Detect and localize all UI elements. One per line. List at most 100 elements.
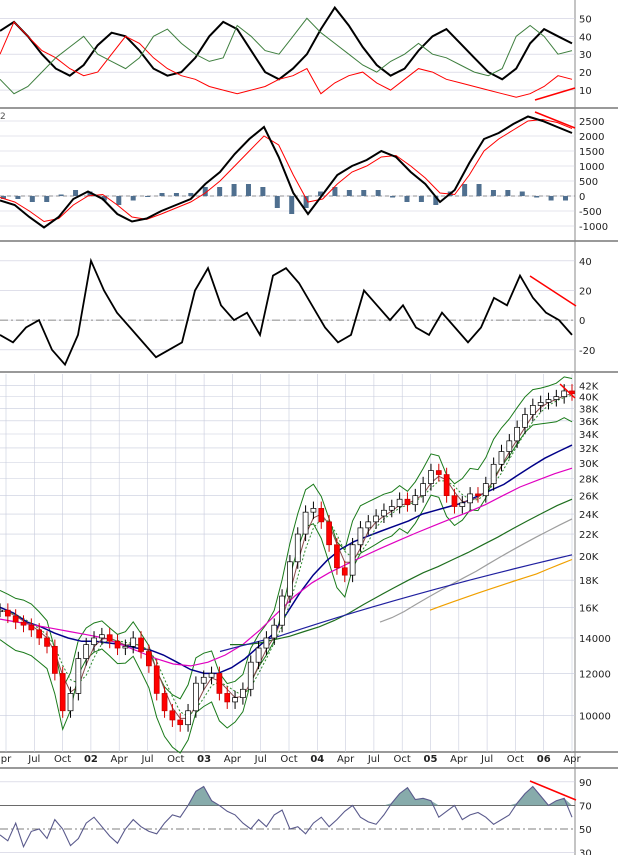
- candle-body: [224, 693, 231, 703]
- y-tick-label: 36K: [579, 417, 599, 428]
- x-tick-label: Apr: [111, 754, 129, 765]
- candle-body: [545, 399, 552, 403]
- candle-body: [271, 624, 278, 639]
- y-tick-label: 50: [579, 825, 592, 836]
- candle-body: [498, 451, 505, 465]
- y-tick-label: 12000: [579, 669, 611, 680]
- histogram-bar: [418, 196, 424, 202]
- y-tick-label: 90: [579, 778, 592, 789]
- candle-body: [67, 693, 74, 712]
- y-tick-label: 50: [579, 14, 592, 25]
- y-tick-label: -20: [579, 346, 595, 357]
- candle-body: [373, 515, 379, 523]
- histogram-bar: [332, 187, 338, 196]
- candle-body: [36, 629, 43, 639]
- x-tick-label: 02: [84, 754, 98, 765]
- candle-body: [185, 710, 191, 726]
- y-tick-label: 70: [579, 801, 592, 812]
- y-tick-label: 40: [579, 32, 592, 43]
- histogram-bar: [404, 196, 410, 202]
- trend-annotation: [534, 87, 576, 101]
- candle-body: [263, 637, 270, 649]
- y-tick-label: 10: [579, 86, 592, 97]
- candle-body: [553, 396, 560, 400]
- candle-body: [91, 637, 97, 645]
- y-tick-label: 26K: [579, 492, 599, 503]
- candle-body: [388, 506, 395, 511]
- x-tick-label: Jul: [367, 754, 380, 765]
- y-tick-label: 42K: [579, 381, 599, 392]
- histogram-bar: [15, 196, 21, 199]
- x-tick-label: Apr: [563, 754, 581, 765]
- series-line-black: [0, 5, 573, 81]
- histogram-bar: [58, 194, 64, 196]
- y-tick-label: 30: [579, 50, 592, 61]
- x-tick-label: Jul: [27, 754, 40, 765]
- histogram-bar: [73, 190, 79, 196]
- candle-body: [4, 609, 11, 617]
- candle-body: [114, 640, 121, 649]
- histogram-bar: [29, 196, 35, 202]
- candle-body: [310, 508, 317, 513]
- candle-body: [459, 502, 466, 507]
- x-tick-label: 05: [424, 754, 438, 765]
- panel-label: 2: [0, 112, 6, 122]
- candle-body: [287, 561, 293, 597]
- x-tick-label: 03: [197, 754, 211, 765]
- trend-annotation: [529, 275, 577, 307]
- candle-body: [279, 595, 285, 626]
- histogram-bar: [274, 196, 280, 208]
- y-tick-label: 38K: [579, 404, 599, 415]
- y-tick-label: 40K: [579, 393, 599, 404]
- candle-body: [216, 673, 223, 694]
- histogram-bar: [390, 196, 396, 198]
- y-tick-label: 34K: [579, 430, 599, 441]
- candle-body: [302, 511, 309, 535]
- candle-body: [146, 651, 152, 667]
- moving-average-ma_orange: [429, 558, 573, 611]
- x-tick-label: Apr: [450, 754, 468, 765]
- candle-body: [83, 644, 90, 659]
- trend-annotation: [529, 780, 577, 801]
- y-tick-label: 14000: [579, 634, 611, 645]
- histogram-bar: [130, 196, 136, 201]
- candle-body: [514, 426, 521, 442]
- histogram-bar: [173, 193, 179, 196]
- x-tick-label: Oct: [507, 754, 524, 765]
- candle-body: [0, 609, 3, 613]
- histogram-bar: [462, 184, 468, 196]
- candle-body: [240, 688, 246, 698]
- candle-body: [12, 615, 19, 623]
- x-tick-label: Oct: [394, 754, 411, 765]
- y-tick-label: 22K: [579, 530, 599, 541]
- y-tick-label: 500: [579, 177, 598, 188]
- histogram-bar: [519, 191, 525, 196]
- candle-body: [522, 414, 528, 428]
- histogram-bar: [145, 196, 151, 197]
- series-line-green: [0, 17, 573, 95]
- trend-annotation: [534, 111, 576, 129]
- candle-body: [255, 647, 262, 663]
- candle-body: [247, 661, 254, 690]
- histogram-bar: [490, 190, 496, 196]
- candle-body: [412, 495, 419, 506]
- y-tick-label: 20: [579, 68, 592, 79]
- x-tick-label: Oct: [54, 754, 71, 765]
- histogram-bar: [476, 184, 482, 196]
- histogram-bar: [303, 196, 309, 208]
- histogram-bar: [231, 184, 237, 196]
- dotted-ma: [0, 394, 573, 718]
- histogram-bar: [1, 196, 6, 199]
- histogram-bar: [202, 187, 208, 196]
- histogram-bar: [245, 184, 251, 196]
- candle-body: [365, 521, 372, 529]
- histogram-bar: [289, 196, 295, 214]
- y-tick-label: 18K: [579, 576, 599, 587]
- x-tick-label: Jul: [480, 754, 493, 765]
- x-tick-label: Oct: [167, 754, 184, 765]
- candle-body: [326, 521, 332, 546]
- y-tick-label: 1500: [579, 147, 604, 158]
- y-tick-label: -500: [579, 207, 602, 218]
- x-tick-label: Apr: [224, 754, 242, 765]
- y-tick-label: 40: [579, 257, 592, 268]
